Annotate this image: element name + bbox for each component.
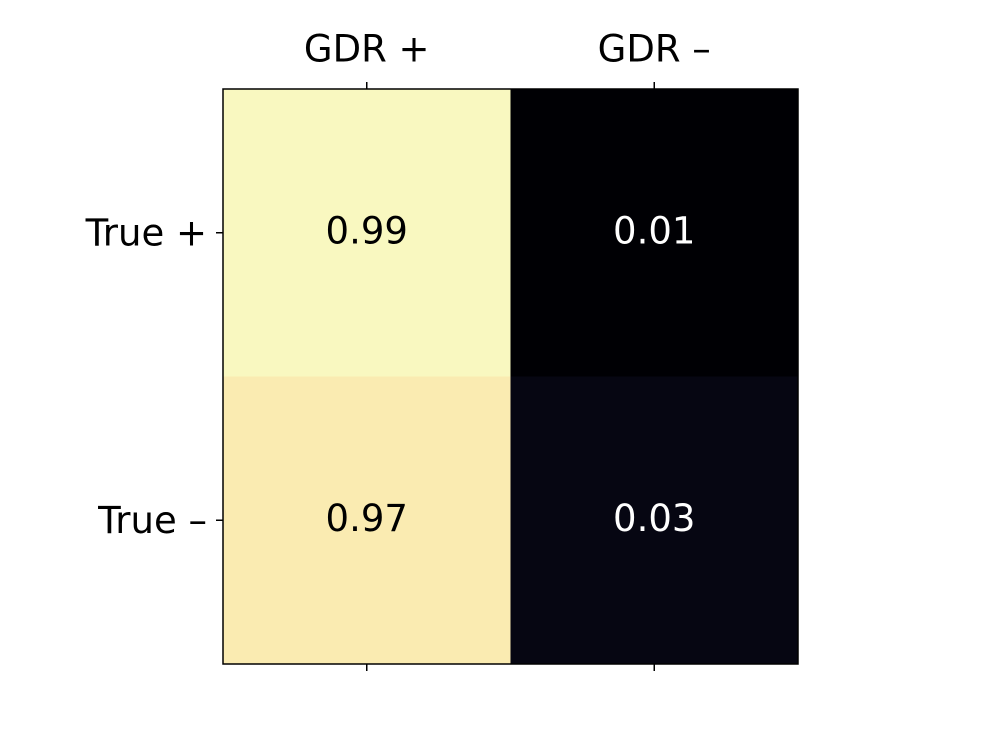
cell-value-label: 0.99: [326, 209, 408, 252]
cell-value-label: 0.97: [326, 497, 408, 540]
cell-value-label: 0.01: [613, 209, 695, 252]
heatmap-cell: [510, 89, 799, 377]
x-tick-label: GDR –: [598, 28, 711, 71]
plot-frame: [222, 88, 799, 665]
heatmap-cell: [223, 89, 511, 377]
y-tick-label: True +: [85, 211, 207, 254]
x-tick-label: GDR +: [304, 28, 430, 71]
cell-value-label: 0.03: [613, 497, 695, 540]
heatmap-cell: [510, 376, 799, 665]
y-tick-label: True –: [97, 499, 207, 542]
heatmap-cell: [223, 376, 511, 665]
